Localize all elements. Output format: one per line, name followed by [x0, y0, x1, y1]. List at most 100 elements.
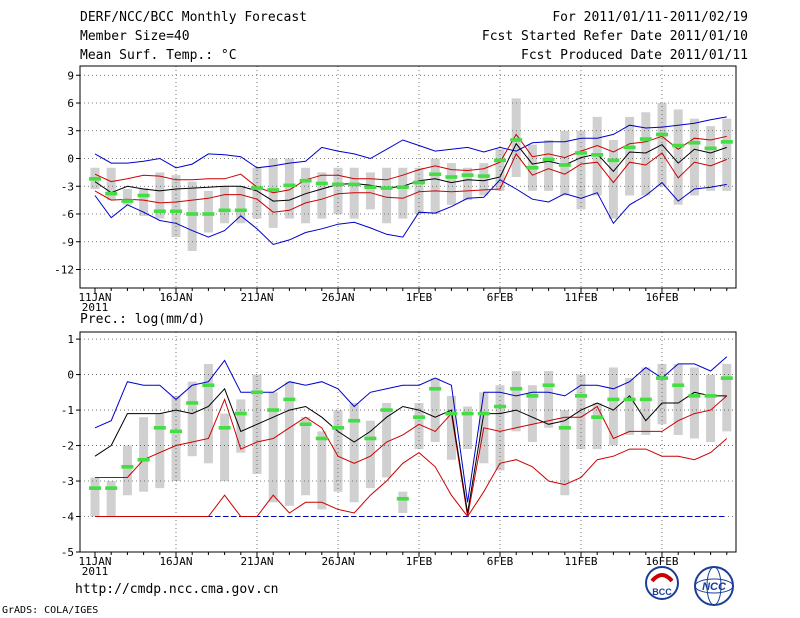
- box-temp-2: [122, 189, 132, 205]
- box-prec-25: [495, 385, 505, 471]
- median-mark: [494, 404, 506, 409]
- median-mark: [267, 408, 280, 412]
- median-mark: [315, 436, 328, 441]
- median-mark: [186, 401, 199, 405]
- median-mark: [429, 386, 442, 391]
- median-mark: [575, 394, 587, 398]
- box-prec-27: [527, 385, 537, 442]
- median-mark: [445, 175, 458, 179]
- box-temp-28: [544, 140, 554, 191]
- series-mean-line: [94, 142, 727, 202]
- median-mark: [283, 397, 296, 402]
- box-prec-11: [268, 392, 278, 503]
- forecast-started: Fcst Started Refer Date 2011/01/10: [481, 29, 748, 44]
- median-mark: [591, 415, 604, 419]
- median-mark: [251, 186, 263, 190]
- box-temp-22: [446, 163, 456, 205]
- median-mark: [299, 178, 312, 183]
- median-mark: [105, 486, 118, 490]
- x-tick-label: 6FEB: [487, 291, 514, 304]
- footer-url[interactable]: http://cmdp.ncc.cma.gov.cn: [75, 582, 279, 597]
- median-mark: [542, 383, 555, 388]
- box-temp-38: [706, 126, 716, 191]
- box-prec-2: [122, 445, 132, 496]
- median-mark: [526, 165, 539, 170]
- median-mark: [218, 426, 231, 430]
- median-mark: [121, 199, 134, 203]
- median-mark: [542, 157, 555, 162]
- variable-label: Mean Surf. Temp.: °C: [80, 48, 237, 63]
- box-prec-35: [657, 363, 667, 425]
- box-temp-9: [236, 186, 246, 224]
- box-prec-14: [317, 431, 327, 510]
- box-prec-0: [90, 477, 100, 517]
- forecast-period: For 2011/01/11-2011/02/19: [552, 10, 748, 25]
- box-prec-12: [284, 381, 294, 506]
- box-temp-13: [301, 167, 311, 224]
- plot-frame: [79, 331, 737, 553]
- series-max-line: [94, 356, 728, 503]
- box-temp-3: [139, 188, 149, 216]
- median-mark: [396, 496, 409, 501]
- y-tick-label: 9: [67, 69, 74, 82]
- median-mark: [186, 212, 199, 216]
- box-prec-33: [625, 378, 635, 435]
- y-tick-label: 0: [67, 369, 74, 382]
- median-mark: [510, 386, 523, 391]
- box-temp-34: [641, 112, 651, 196]
- median-mark: [461, 173, 474, 177]
- median-mark: [720, 376, 733, 380]
- median-mark: [348, 182, 361, 187]
- x-tick-label: 16JAN: [159, 555, 192, 568]
- box-prec-6: [187, 381, 197, 457]
- x-tick-label: 21JAN: [240, 555, 273, 568]
- box-prec-16: [349, 402, 359, 503]
- chart-temp: -12 -9 -6 -3 0 3 6 9 11JAN 16JAN 21JAN 26JAN 1FEB 6FE…: [54, 65, 737, 314]
- median-mark: [639, 397, 652, 402]
- y-tick-label: -3: [61, 475, 74, 488]
- median-mark: [153, 426, 166, 430]
- box-temp-8: [220, 186, 230, 224]
- median-mark: [429, 172, 442, 177]
- median-mark: [575, 151, 587, 155]
- y-tick-label: 3: [67, 125, 74, 138]
- median-mark: [607, 158, 620, 163]
- series-sd-lower-line: [94, 152, 727, 213]
- member-size: Member Size=40: [80, 29, 190, 44]
- median-mark: [607, 397, 620, 402]
- box-temp-18: [382, 167, 392, 224]
- box-temp-17: [365, 172, 375, 210]
- median-mark: [413, 415, 425, 419]
- median-mark: [364, 185, 377, 189]
- median-mark: [121, 465, 134, 469]
- box-temp-21: [430, 158, 440, 214]
- box-prec-18: [382, 402, 392, 478]
- y-tick-label: -5: [61, 546, 74, 559]
- bcc-logo: BCC: [645, 566, 679, 600]
- median-mark: [105, 191, 118, 196]
- x-tick-label: 16FEB: [645, 291, 678, 304]
- median-mark: [639, 137, 652, 141]
- x-tick-label: 11FEB: [564, 291, 597, 304]
- box-prec-15: [333, 410, 343, 492]
- box-prec-13: [301, 417, 311, 496]
- series-sd-upper-line: [95, 395, 728, 517]
- box-temp-23: [463, 167, 473, 201]
- x-year-label: 2011: [82, 301, 109, 314]
- median-mark: [526, 394, 539, 398]
- median-mark: [558, 163, 571, 167]
- grads-credit: GrADS: COLA/IGES: [2, 605, 99, 616]
- y-tick-label: 1: [67, 333, 74, 346]
- box-prec-37: [689, 367, 699, 439]
- x-tick-label: 16FEB: [645, 555, 678, 568]
- ncc-logo-text: NCC: [702, 581, 727, 593]
- box-prec-28: [544, 371, 554, 428]
- x-tick-label: 1FEB: [406, 291, 433, 304]
- x-tick-label: 1FEB: [406, 555, 433, 568]
- median-mark: [332, 182, 344, 187]
- median-mark: [558, 426, 571, 430]
- y-tick-label: -3: [61, 180, 74, 193]
- box-prec-9: [236, 399, 246, 453]
- box-temp-19: [398, 167, 408, 219]
- median-mark: [202, 212, 215, 216]
